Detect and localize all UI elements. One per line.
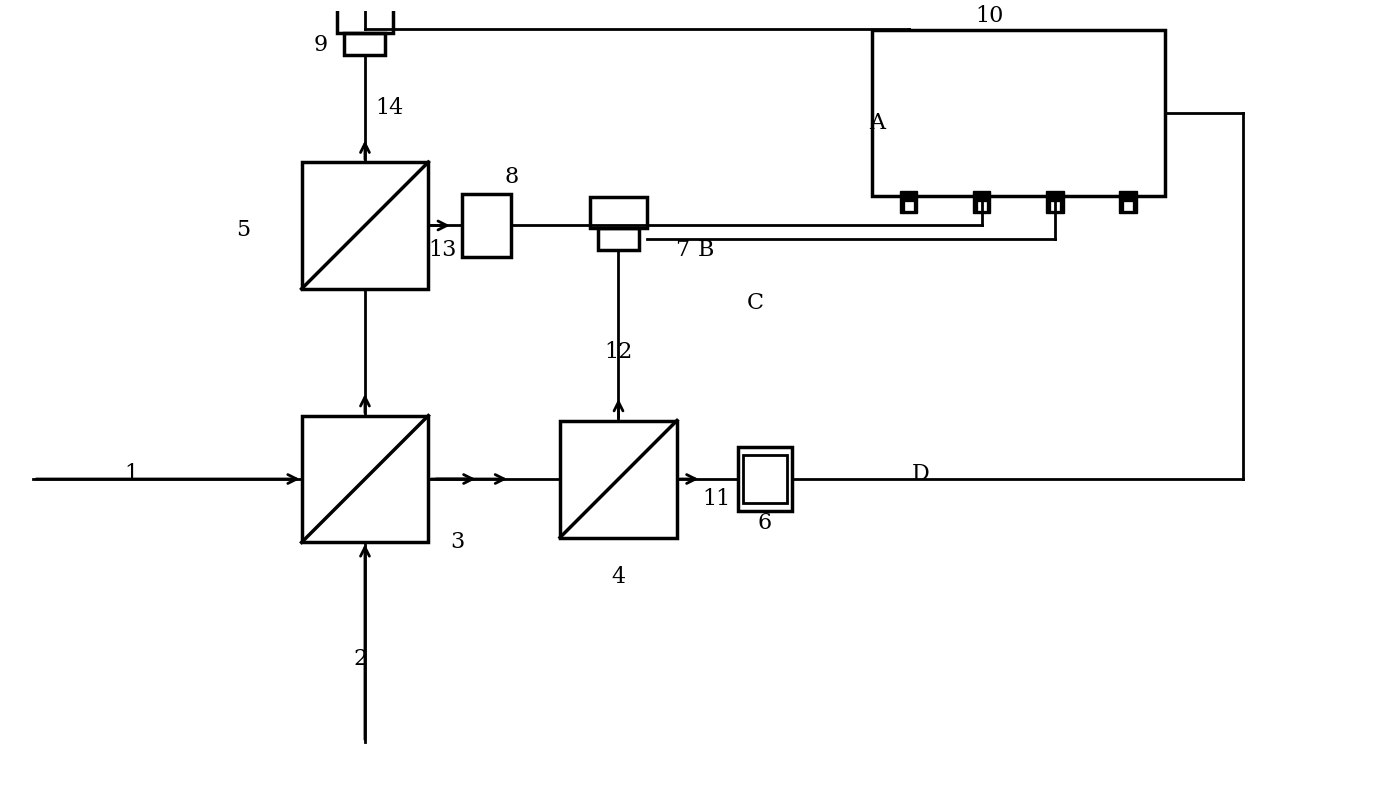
Text: 2: 2 xyxy=(352,648,368,670)
Text: B: B xyxy=(698,239,715,261)
Text: 1: 1 xyxy=(124,463,138,485)
Text: C: C xyxy=(747,293,763,314)
Text: 3: 3 xyxy=(450,532,465,553)
Bar xyxy=(978,202,986,210)
Bar xyxy=(344,34,386,55)
Bar xyxy=(462,194,511,257)
Text: 11: 11 xyxy=(702,488,730,509)
Text: 10: 10 xyxy=(975,5,1003,26)
Text: 14: 14 xyxy=(375,98,404,119)
Bar xyxy=(972,192,990,213)
Text: 5: 5 xyxy=(235,220,251,241)
Bar xyxy=(1046,192,1064,213)
Text: 4: 4 xyxy=(612,565,625,588)
Bar xyxy=(872,30,1165,196)
Bar xyxy=(900,192,918,213)
Text: 8: 8 xyxy=(504,166,518,188)
Text: D: D xyxy=(912,463,929,485)
Text: 12: 12 xyxy=(605,341,632,363)
Bar xyxy=(591,197,646,229)
Bar xyxy=(337,2,393,34)
Bar xyxy=(1124,202,1133,210)
Bar xyxy=(1119,192,1137,213)
Text: A: A xyxy=(869,112,885,134)
Bar xyxy=(1050,202,1059,210)
Text: 9: 9 xyxy=(313,34,329,56)
Text: 6: 6 xyxy=(758,512,772,534)
Bar xyxy=(598,229,639,250)
Bar xyxy=(738,448,791,511)
Bar xyxy=(904,202,912,210)
Text: 13: 13 xyxy=(429,239,457,261)
Text: 7: 7 xyxy=(674,239,690,261)
Bar xyxy=(742,455,787,503)
